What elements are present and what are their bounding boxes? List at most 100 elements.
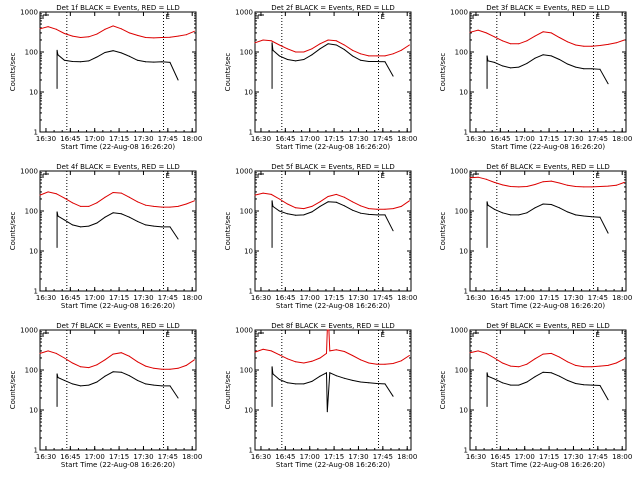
events-point — [360, 59, 362, 61]
events-series — [271, 42, 394, 77]
events-point — [137, 379, 138, 381]
events-point — [384, 61, 386, 63]
events-point — [502, 212, 503, 214]
events-point — [518, 384, 520, 386]
lld-point — [169, 36, 171, 38]
events-series — [56, 211, 179, 240]
y-tick-label: 1 — [34, 129, 38, 137]
y-tick-label: 10 — [244, 407, 253, 415]
lld-point — [137, 201, 138, 203]
y-tick-label: 1 — [249, 129, 253, 137]
lld-point — [343, 196, 345, 198]
lld-point — [120, 192, 122, 194]
lld-point — [39, 352, 41, 354]
lld-point — [493, 181, 495, 183]
events-point — [177, 238, 179, 240]
events-point — [376, 214, 378, 216]
events-point — [169, 61, 171, 63]
y-tick-label: 1000 — [235, 168, 253, 176]
lld-series — [254, 39, 410, 57]
lld-point — [270, 40, 272, 42]
events-point — [169, 385, 171, 387]
lld-point — [104, 196, 106, 198]
events-point — [161, 61, 163, 63]
x-tick-label: 16:30 — [466, 453, 486, 461]
lld-point — [278, 354, 280, 356]
lld-point — [328, 329, 330, 331]
events-point — [558, 375, 560, 377]
lld-point — [558, 356, 560, 358]
lld-series — [39, 191, 195, 208]
y-tick-label: 1 — [464, 129, 468, 137]
lld-point — [591, 366, 593, 368]
lld-point — [80, 366, 82, 368]
lld-point — [376, 208, 378, 210]
x-tick-label: 17:45 — [588, 135, 608, 143]
lld-point — [161, 37, 163, 38]
lld-point — [262, 348, 264, 350]
events-point — [591, 384, 593, 386]
plot-frame — [39, 11, 197, 133]
x-tick-label: 16:30 — [36, 135, 56, 143]
lld-point — [112, 353, 114, 355]
lld-point — [145, 37, 147, 38]
lld-point — [469, 352, 471, 354]
lld-point — [368, 362, 370, 364]
lld-point — [526, 40, 528, 42]
lld-point — [477, 29, 479, 31]
x-tick-label: 17:15 — [539, 453, 559, 461]
lld-point — [169, 368, 171, 370]
y-axis-label: Counts/sec — [9, 212, 17, 251]
panel-det-2f: Det 2f BLACK = Events, RED = LLD 1 10 100 10… — [224, 4, 417, 151]
y-tick-label: 100 — [455, 208, 468, 216]
y-axis-label: Counts/sec — [439, 371, 447, 410]
lld-point — [376, 363, 378, 365]
lld-point — [550, 180, 552, 182]
lld-point — [607, 43, 609, 45]
lld-point — [502, 40, 503, 42]
lld-point — [287, 358, 288, 360]
events-point — [295, 383, 297, 385]
lld-point — [104, 359, 106, 361]
events-point — [487, 60, 489, 62]
lld-point — [287, 203, 288, 205]
panel-det-1f: Det 1f BLACK = Events, RED = LLD 1 10 100 10… — [9, 4, 202, 151]
x-tick-label: 17:00 — [85, 135, 105, 143]
lld-point — [583, 45, 585, 47]
lld-point — [329, 350, 331, 352]
lld-point — [607, 364, 609, 366]
events-point — [137, 59, 138, 61]
events-point — [120, 213, 122, 215]
lld-point — [607, 185, 609, 187]
lld-point — [161, 368, 163, 370]
events-point — [487, 204, 489, 206]
events-point — [303, 59, 305, 60]
lld-point — [384, 363, 386, 365]
lld-point — [352, 201, 353, 203]
events-point — [104, 375, 106, 377]
lld-point — [254, 351, 256, 353]
x-axis-label: Start Time (22-Aug-08 16:26:20) — [491, 302, 605, 310]
panel-det-3f: Det 3f BLACK = Events, RED = LLD 1 10 100 10… — [439, 4, 632, 151]
events-point — [57, 215, 59, 217]
events-point — [575, 214, 577, 216]
lld-point — [128, 32, 130, 34]
events-point — [161, 385, 163, 387]
y-tick-label: 1000 — [20, 327, 38, 335]
y-tick-label: 1 — [249, 288, 253, 296]
lld-point — [352, 49, 353, 51]
lld-point — [153, 367, 155, 369]
events-point — [96, 381, 98, 383]
events-point — [88, 60, 90, 62]
y-tick-label: 1000 — [235, 327, 253, 335]
lld-point — [567, 41, 568, 43]
y-tick-label: 1 — [464, 288, 468, 296]
lld-point — [47, 350, 49, 352]
x-tick-label: 17:30 — [133, 453, 153, 461]
x-axis-label: Start Time (22-Aug-08 16:26:20) — [61, 302, 175, 310]
lld-point — [55, 352, 57, 354]
lld-point — [327, 39, 329, 41]
x-tick-label: 17:15 — [109, 453, 129, 461]
x-tick-label: 16:30 — [466, 135, 486, 143]
events-point — [278, 210, 280, 212]
